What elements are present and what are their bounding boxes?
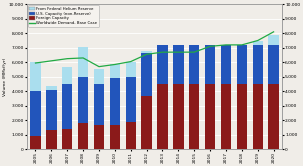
Bar xyxy=(268,84,279,149)
Bar xyxy=(30,136,41,149)
Bar xyxy=(268,45,279,84)
Bar xyxy=(110,78,120,125)
Y-axis label: Volume (MMcf/yr): Volume (MMcf/yr) xyxy=(3,58,7,96)
Bar xyxy=(157,84,168,149)
Bar xyxy=(142,51,152,53)
Bar xyxy=(142,96,152,149)
Bar xyxy=(125,62,136,77)
Bar xyxy=(253,84,263,149)
Bar xyxy=(110,64,120,78)
Bar xyxy=(62,67,72,84)
Bar xyxy=(46,130,57,149)
Bar xyxy=(46,85,57,90)
Bar xyxy=(125,77,136,122)
Bar xyxy=(78,77,88,123)
Bar xyxy=(221,45,231,84)
Bar xyxy=(78,47,88,77)
Bar xyxy=(189,45,199,84)
Bar xyxy=(205,84,215,149)
Bar xyxy=(62,84,72,129)
Bar xyxy=(221,84,231,149)
Bar xyxy=(237,45,247,84)
Bar xyxy=(62,129,72,149)
Bar xyxy=(173,84,184,149)
Bar xyxy=(189,84,199,149)
Bar xyxy=(30,62,41,91)
Bar xyxy=(125,122,136,149)
Bar xyxy=(253,45,263,84)
Bar xyxy=(157,45,168,84)
Bar xyxy=(94,84,104,125)
Legend: From Federal Helium Reserve, U.S. Capacity (non-Reserve), Foreign Capacity, Worl: From Federal Helium Reserve, U.S. Capaci… xyxy=(28,5,99,27)
Bar xyxy=(142,53,152,96)
Bar xyxy=(173,45,184,84)
Bar xyxy=(94,125,104,149)
Bar xyxy=(94,69,104,84)
Bar xyxy=(237,84,247,149)
Bar xyxy=(110,125,120,149)
Bar xyxy=(46,90,57,130)
Bar xyxy=(253,41,263,45)
Bar xyxy=(205,45,215,84)
Bar xyxy=(78,123,88,149)
Bar xyxy=(30,91,41,136)
Bar xyxy=(268,36,279,45)
